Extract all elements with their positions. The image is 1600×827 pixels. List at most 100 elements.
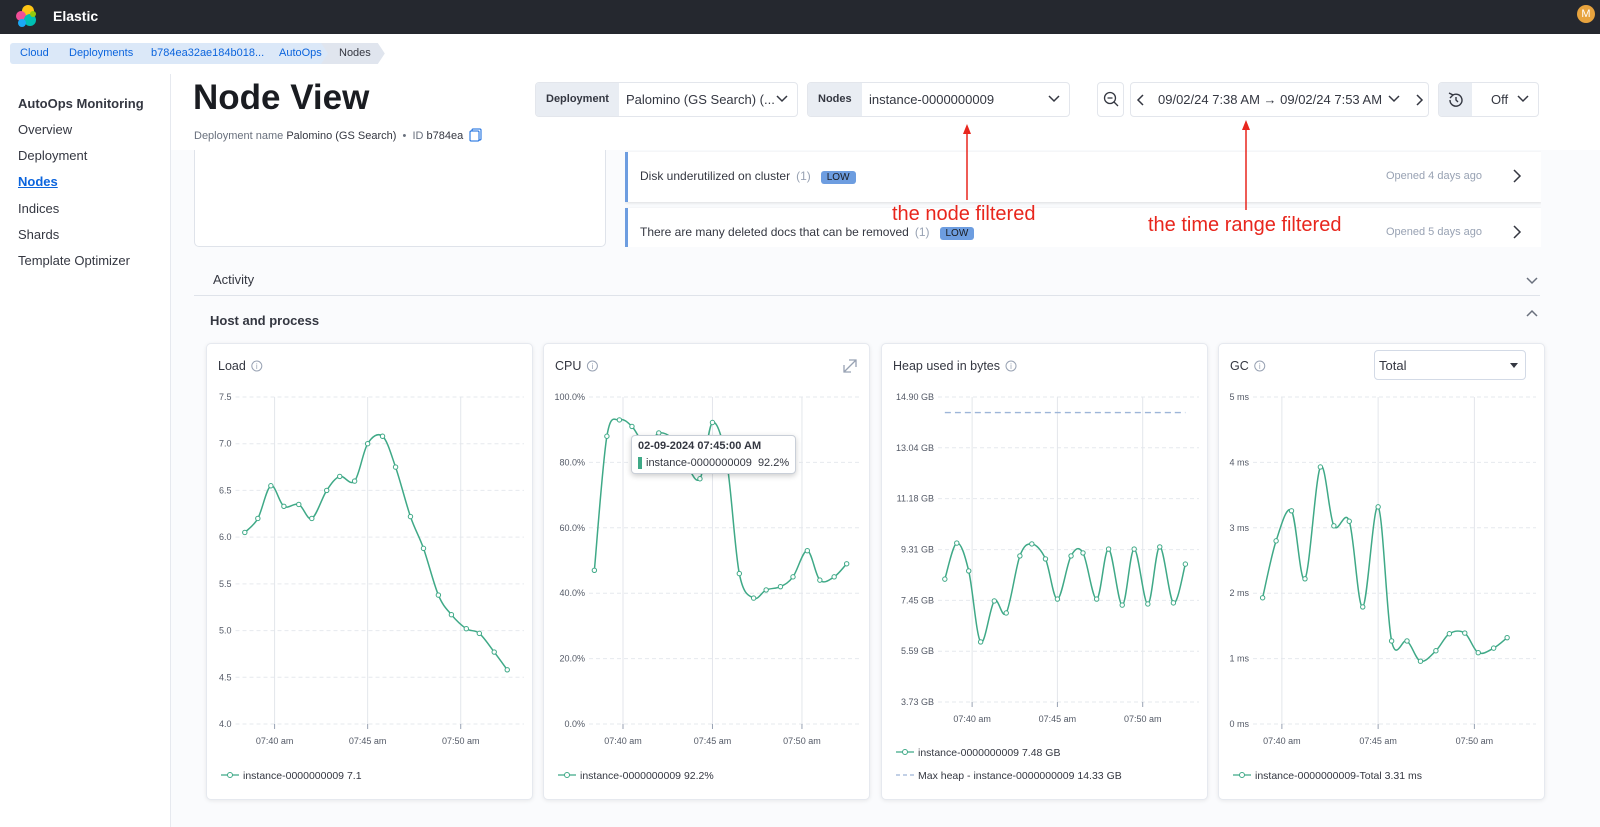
- info-icon: [1005, 360, 1017, 372]
- event-row[interactable]: Disk underutilized on cluster (1) LOW Open…: [625, 152, 1541, 202]
- data-point: [991, 598, 997, 604]
- y-tick-label: 6.5: [219, 485, 232, 495]
- tooltip-series: instance-0000000009: [646, 457, 752, 469]
- event-opened: Opened 5 days ago: [1385, 226, 1482, 238]
- annotation: the time range filtered: [1148, 214, 1342, 236]
- next-arrow[interactable]: [1414, 94, 1424, 106]
- refresh-icon-box: [1439, 83, 1472, 116]
- chart: Load i 4.0 4.5 5.0 5.5 6.0 6.5 7.0 7.5 07:40 am 07:…: [218, 359, 524, 782]
- zoom-icon: [1103, 91, 1119, 107]
- elastic-logo: [16, 5, 36, 27]
- chevron[interactable]: [1526, 308, 1538, 318]
- info-icon: [251, 360, 263, 372]
- breadcrumb[interactable]: Deployments: [51, 43, 147, 64]
- sidebar: AutoOps Monitoring Overview Deployment N…: [0, 74, 171, 827]
- data-point: [476, 630, 483, 637]
- legend-name: instance-0000000009: [580, 770, 681, 782]
- data-point: [1490, 645, 1497, 651]
- event-count: (1): [796, 169, 811, 183]
- event-opened: Opened 4 days ago: [1385, 170, 1482, 182]
- breadcrumb[interactable]: Cloud: [10, 43, 63, 64]
- chevron[interactable]: [1526, 276, 1538, 286]
- legend-entry: instance-0000000009 7.1: [243, 770, 362, 782]
- data-point: [1462, 630, 1468, 636]
- legend-value: 92.2%: [684, 770, 714, 782]
- data-point: [1029, 541, 1035, 547]
- y-tick-label: 5 ms: [1229, 392, 1249, 402]
- tooltip-title: 02-09-2024 07:45:00 AM: [638, 440, 762, 452]
- copy-icon[interactable]: [469, 128, 483, 142]
- legend-name: Max heap - instance-0000000009: [918, 770, 1075, 782]
- data-point: [1346, 518, 1352, 524]
- x-tick-label: 07:50 am: [783, 736, 821, 746]
- section-title[interactable]: Activity: [213, 272, 255, 287]
- chart-card: CPU i 0.0% 20.0% 40.0% 60.0% 80.0% 100.0% 07:40 …: [543, 343, 870, 800]
- divider: [194, 295, 1540, 296]
- data-point: [1331, 523, 1337, 529]
- data-point: [1317, 464, 1324, 470]
- legend-swatch-dot: [1239, 772, 1245, 778]
- time-range-filter[interactable]: 09/02/24 7:38 AM → 09/02/24 7:53 AM: [1130, 82, 1429, 117]
- y-tick-label: 20.0%: [559, 654, 585, 664]
- nav-item[interactable]: Nodes: [18, 174, 58, 189]
- refresh-control[interactable]: Off: [1438, 82, 1539, 117]
- event-row[interactable]: There are many deleted docs that can be …: [625, 208, 1541, 247]
- data-point: [804, 547, 811, 554]
- legend-value: 14.33 GB: [1077, 770, 1121, 782]
- legend-entry: instance-0000000009 92.2%: [580, 770, 714, 782]
- info-icon-glyph: i: [1010, 362, 1012, 371]
- nodes-filter[interactable]: Nodes instance-0000000009: [807, 82, 1070, 117]
- brand[interactable]: Elastic: [53, 8, 99, 24]
- data-point: [697, 476, 703, 482]
- data-point: [1170, 600, 1177, 606]
- data-point: [296, 501, 302, 508]
- y-tick-label: 4.0: [219, 719, 232, 729]
- label: ID: [412, 130, 424, 142]
- x-tick-label: 07:40 am: [953, 714, 991, 724]
- deployment-filter[interactable]: Deployment Palomino (GS Search) (...: [535, 82, 798, 117]
- legend-entry: Max heap - instance-0000000009 14.33 GB: [918, 770, 1122, 782]
- y-tick-label: 2 ms: [1229, 588, 1249, 598]
- data-point: [1375, 504, 1381, 510]
- zoom-out-button[interactable]: [1097, 82, 1124, 117]
- data-point: [750, 595, 757, 601]
- section-title[interactable]: Host and process: [210, 313, 320, 328]
- avatar[interactable]: M: [1577, 5, 1595, 23]
- breadcrumb[interactable]: AutoOps: [261, 43, 336, 64]
- data-point: [1080, 550, 1086, 556]
- label: Deployment name: [194, 130, 284, 142]
- legend-name: instance-0000000009-Total: [1255, 770, 1382, 782]
- nav-item[interactable]: Indices: [18, 201, 60, 216]
- nav-item[interactable]: Template Optimizer: [18, 253, 130, 268]
- selector[interactable]: Total: [1374, 350, 1526, 380]
- nav-item[interactable]: Overview: [18, 122, 73, 137]
- data-point: [491, 649, 497, 655]
- nav-item[interactable]: Shards: [18, 227, 60, 242]
- data-point: [309, 515, 315, 522]
- y-tick-label: 6.0: [219, 532, 232, 542]
- y-tick-label: 3.73 GB: [901, 697, 934, 707]
- breadcrumb-bar: Cloud Deployments b784ea32ae184b018... A…: [0, 34, 1600, 74]
- events-list: Disk underutilized on cluster (1) LOW Open…: [625, 150, 1541, 247]
- data-point: [831, 574, 837, 580]
- chevron: [1513, 225, 1522, 239]
- data-point: [268, 483, 274, 489]
- y-tick-label: 40.0%: [559, 588, 585, 598]
- y-tick-label: 5.0: [219, 626, 232, 636]
- data-point: [364, 441, 371, 447]
- nav-item[interactable]: Deployment: [18, 148, 88, 163]
- y-tick-label: 14.90 GB: [896, 392, 934, 402]
- data-point: [817, 577, 823, 583]
- x-tick-label: 07:40 am: [604, 736, 642, 746]
- data-point: [1504, 634, 1510, 641]
- data-point: [242, 529, 248, 536]
- breadcrumb[interactable]: b784ea32ae184b018...: [133, 43, 278, 64]
- y-tick-label: 60.0%: [559, 523, 585, 533]
- legend-value: 7.1: [347, 770, 362, 782]
- data-point: [843, 561, 850, 567]
- empty-panel: [194, 150, 606, 247]
- data-point: [407, 513, 414, 520]
- y-tick-label: 80.0%: [559, 457, 585, 467]
- prev-arrow[interactable]: [1136, 94, 1146, 106]
- info-icon: [1254, 360, 1266, 372]
